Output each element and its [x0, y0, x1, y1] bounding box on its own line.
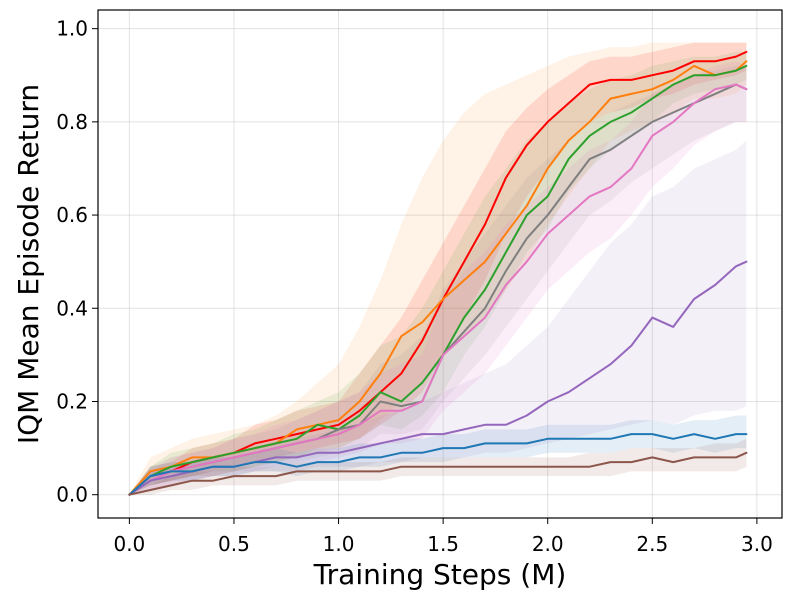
x-axis-label: Training Steps (M) [313, 558, 567, 591]
band-purple [129, 140, 747, 495]
band-red [129, 42, 747, 495]
x-tick-label: 2.0 [532, 532, 564, 556]
band-green [129, 51, 747, 495]
plot-frame [97, 9, 783, 519]
band-blue [129, 415, 747, 495]
x-tick-label: 2.5 [636, 532, 668, 556]
grid [98, 10, 782, 518]
y-tick-label: 0.4 [56, 296, 88, 320]
x-tick-label: 1.0 [323, 532, 355, 556]
y-axis-label: IQM Mean Episode Return [12, 84, 45, 444]
y-tick-label: 0.6 [56, 203, 88, 227]
confidence-bands [129, 42, 747, 495]
y-tick-label: 0.8 [56, 110, 88, 134]
x-tick-label: 0.5 [218, 532, 250, 556]
y-tick-label: 1.0 [56, 17, 88, 41]
series-line-brown [128, 451, 748, 496]
y-tick-label: 0.0 [56, 483, 88, 507]
band-orange [129, 42, 747, 495]
band-pink [129, 61, 747, 495]
x-tick-label: 1.5 [427, 532, 459, 556]
band-gray [129, 65, 747, 495]
x-tick-label: 3.0 [741, 532, 773, 556]
series-lines [128, 50, 748, 496]
axis-ticks: 0.0 0.5 1.0 1.5 2.0 2.5 3.0 0.0 0.2 0.4 0.6 0.8 1.0 [56, 17, 773, 556]
x-tick-label: 0.0 [113, 532, 145, 556]
y-tick-label: 0.2 [56, 389, 88, 413]
series-line-blue [128, 433, 748, 496]
series-line-pink [128, 83, 748, 496]
